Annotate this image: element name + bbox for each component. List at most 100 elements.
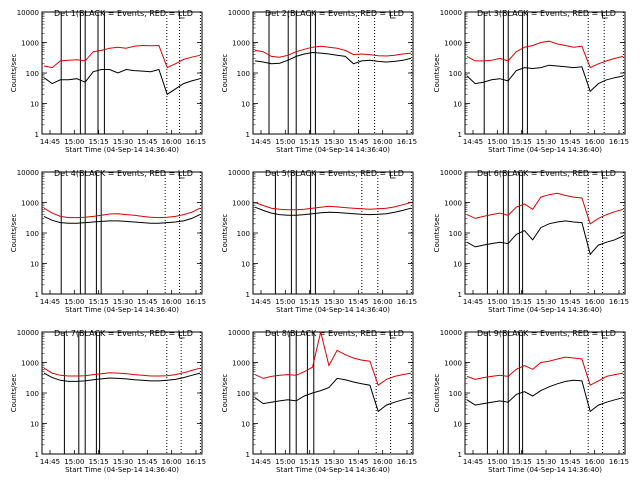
chart-title: Det 7(BLACK = Events, RED = LLD — [54, 329, 193, 338]
chart-title: Det 9(BLACK = Events, RED = LLD — [477, 329, 616, 338]
bracket-mark — [390, 172, 396, 179]
bracket-mark — [602, 172, 608, 179]
x-axis-title: Start Time (04-Sep-14 14:36:40) — [276, 306, 390, 314]
chart-title: Det 3(BLACK = Events, RED = LLD — [477, 9, 616, 18]
y-tick-label: 1000 — [21, 200, 39, 208]
chart-title: Det 5(BLACK = Events, RED = LLD — [265, 169, 404, 178]
y-tick-label: 1 — [246, 291, 250, 299]
y-axis-title: Counts/sec — [10, 54, 18, 93]
y-axis-title: Counts/sec — [10, 374, 18, 413]
x-tick-label: 15:00 — [275, 298, 295, 306]
x-tick-label: 15:45 — [137, 458, 157, 466]
x-tick-label: 16:15 — [186, 138, 206, 146]
series-line-events — [466, 64, 624, 93]
y-tick-label: 100 — [237, 390, 250, 398]
plot-frame — [41, 171, 203, 295]
x-axis-title: Start Time (04-Sep-14 14:36:40) — [488, 306, 602, 314]
plot-frame — [41, 11, 203, 135]
x-tick-label: 16:00 — [162, 298, 182, 306]
y-tick-label: 1000 — [444, 200, 462, 208]
series-line-lld — [254, 331, 412, 386]
x-tick-label: 14:45 — [463, 138, 483, 146]
x-tick-label: 16:00 — [585, 458, 605, 466]
series-line-lld — [466, 40, 624, 69]
series-line-events — [43, 68, 201, 96]
x-axis-title: Start Time (04-Sep-14 14:36:40) — [65, 306, 179, 314]
x-axis-title: Start Time (04-Sep-14 14:36:40) — [488, 466, 602, 474]
y-tick-label: 1 — [458, 291, 462, 299]
chart-panel-8: Det 8(BLACK = Events, RED = LLD 1 10 100 100… — [221, 329, 417, 474]
x-tick-label: 15:30 — [536, 298, 556, 306]
y-axis-title: Counts/sec — [10, 214, 18, 253]
series-line-lld — [43, 44, 201, 69]
y-tick-label: 1000 — [232, 360, 250, 368]
x-tick-label: 15:15 — [300, 138, 320, 146]
y-axis-title: Counts/sec — [221, 54, 229, 93]
chart-panel-4: Det 4(BLACK = Events, RED = LLD 1 10 100 100… — [10, 169, 206, 314]
y-tick-label: 10000 — [228, 9, 250, 17]
y-axis-title: Counts/sec — [433, 54, 441, 93]
y-tick-label: 10000 — [440, 329, 462, 337]
x-tick-label: 15:15 — [89, 138, 109, 146]
y-tick-label: 1 — [458, 451, 462, 459]
plot-frame — [41, 331, 203, 455]
x-tick-label: 16:15 — [609, 298, 629, 306]
plot-frame — [252, 11, 414, 135]
x-tick-label: 16:15 — [397, 458, 417, 466]
chart-panel-2: Det 2(BLACK = Events, RED = LLD 1 10 100 100… — [221, 9, 417, 154]
series-line-events — [254, 377, 412, 413]
series-line-lld — [43, 207, 201, 219]
x-tick-label: 14:45 — [251, 458, 271, 466]
x-tick-label: 16:00 — [585, 138, 605, 146]
chart-panel-1: Det 1(BLACK = Events, RED = LLD 1 10 100 100… — [10, 9, 206, 154]
x-tick-label: 16:15 — [186, 298, 206, 306]
series-line-events — [43, 372, 201, 382]
x-tick-label: 15:00 — [275, 458, 295, 466]
bracket-mark — [602, 12, 608, 19]
series-line-lld — [254, 45, 412, 58]
y-tick-label: 1000 — [444, 360, 462, 368]
y-tick-label: 10000 — [440, 169, 462, 177]
y-tick-label: 1 — [246, 131, 250, 139]
x-tick-label: 14:45 — [463, 458, 483, 466]
x-tick-label: 15:00 — [487, 138, 507, 146]
x-tick-label: 15:15 — [512, 138, 532, 146]
y-tick-label: 10000 — [17, 169, 39, 177]
x-tick-label: 16:00 — [373, 138, 393, 146]
y-tick-label: 100 — [237, 70, 250, 78]
x-tick-label: 16:00 — [373, 298, 393, 306]
x-tick-label: 15:00 — [64, 458, 84, 466]
x-tick-label: 16:00 — [585, 298, 605, 306]
x-tick-label: 14:45 — [40, 458, 60, 466]
x-tick-label: 15:15 — [300, 458, 320, 466]
y-axis-title: Counts/sec — [433, 214, 441, 253]
bracket-mark — [602, 332, 608, 339]
y-axis-title: Counts/sec — [221, 374, 229, 413]
bracket-mark — [179, 172, 185, 179]
chart-panel-5: Det 5(BLACK = Events, RED = LLD 1 10 100 100… — [221, 169, 417, 314]
x-tick-label: 15:45 — [137, 298, 157, 306]
chart-title: Det 8(BLACK = Events, RED = LLD — [265, 329, 404, 338]
x-tick-label: 15:00 — [275, 138, 295, 146]
x-axis-title: Start Time (04-Sep-14 14:36:40) — [276, 146, 390, 154]
y-axis-title: Counts/sec — [221, 214, 229, 253]
y-tick-label: 100 — [26, 390, 39, 398]
x-tick-label: 16:15 — [609, 458, 629, 466]
chart-panel-9: Det 9(BLACK = Events, RED = LLD 1 10 100 100… — [433, 329, 629, 474]
y-tick-label: 10 — [241, 421, 250, 429]
y-tick-label: 1 — [246, 451, 250, 459]
plot-frame — [464, 331, 626, 455]
y-tick-label: 100 — [26, 70, 39, 78]
y-tick-label: 10 — [30, 261, 39, 269]
y-tick-label: 1000 — [444, 40, 462, 48]
y-tick-label: 10000 — [17, 329, 39, 337]
y-tick-label: 1 — [35, 291, 39, 299]
x-tick-label: 15:45 — [137, 138, 157, 146]
chart-title: Det 4(BLACK = Events, RED = LLD — [54, 169, 193, 178]
x-tick-label: 15:45 — [348, 458, 368, 466]
x-tick-label: 15:30 — [536, 458, 556, 466]
x-axis-title: Start Time (04-Sep-14 14:36:40) — [65, 466, 179, 474]
y-tick-label: 10 — [241, 261, 250, 269]
x-tick-label: 15:00 — [64, 298, 84, 306]
